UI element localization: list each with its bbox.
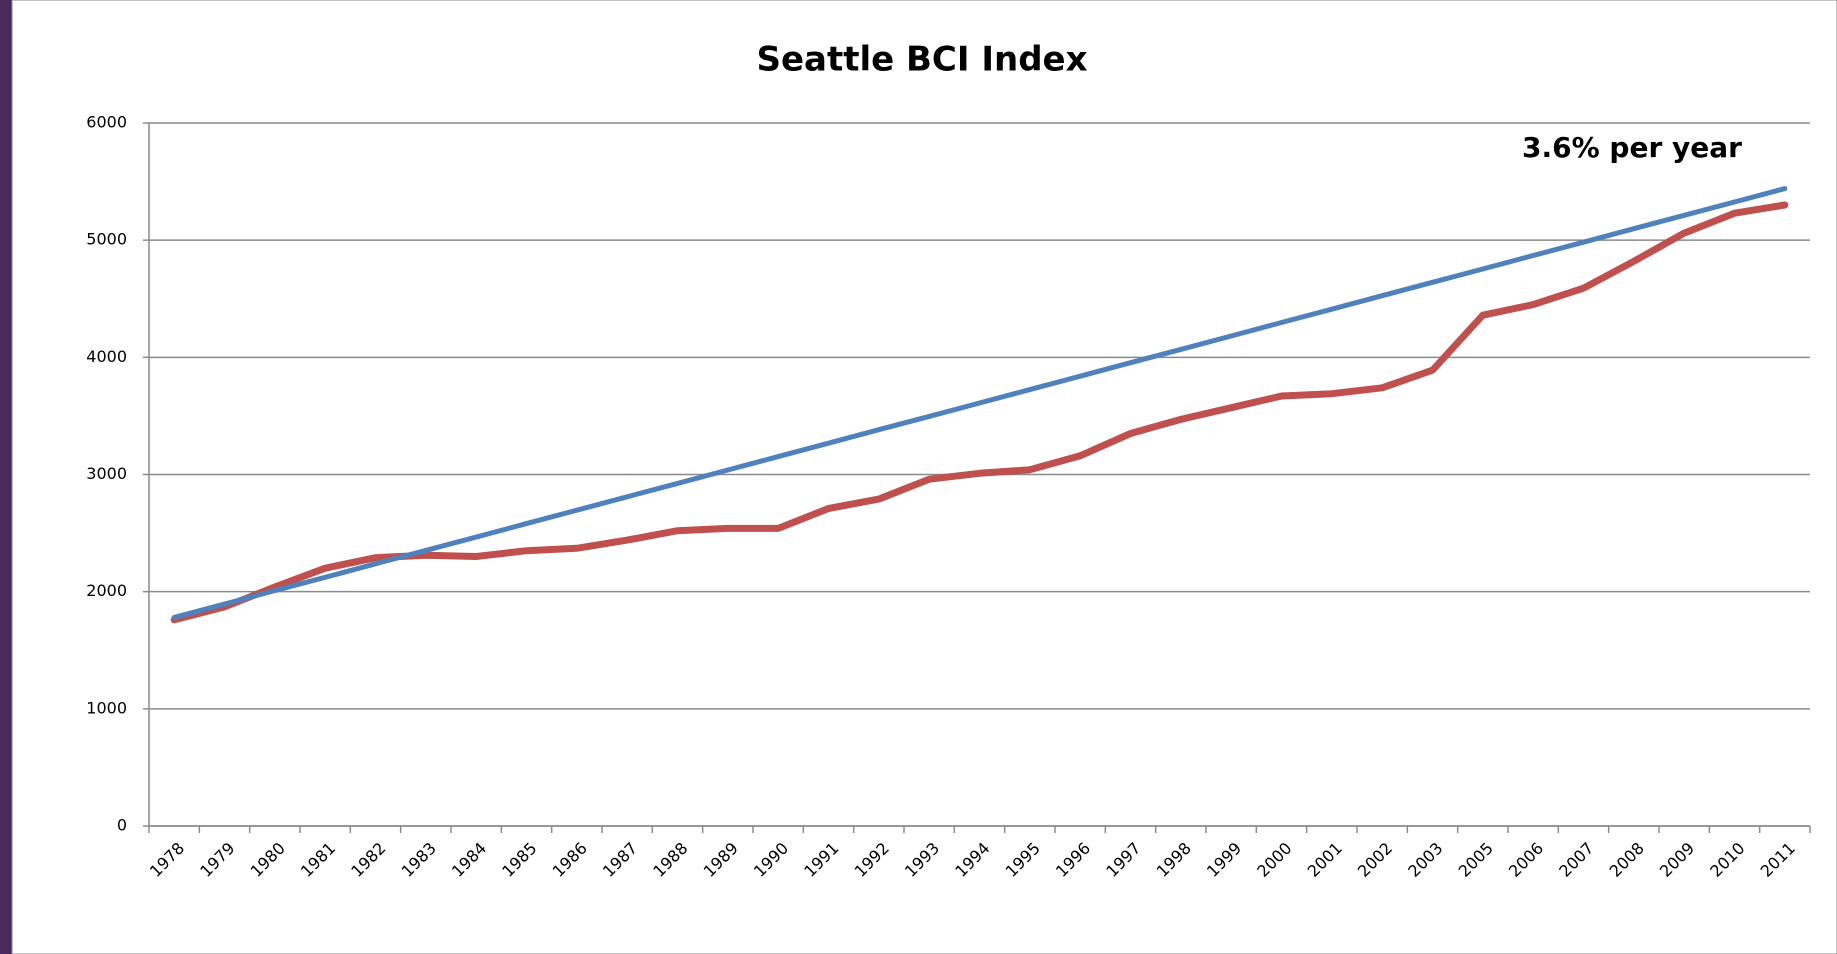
y-tick-label: 4000 xyxy=(86,347,127,366)
y-tick-label: 3000 xyxy=(86,464,127,483)
annotation: 3.6% per year xyxy=(1522,131,1742,164)
data-line xyxy=(171,186,1788,620)
y-tick-label: 1000 xyxy=(86,698,127,717)
y-tick-label: 5000 xyxy=(86,230,127,249)
data-line xyxy=(170,201,1789,624)
chart-background xyxy=(11,0,1837,954)
y-tick-label: 0 xyxy=(117,816,127,835)
y-tick-label: 2000 xyxy=(86,581,127,600)
y-tick-label: 6000 xyxy=(86,113,127,132)
chart-title: Seattle BCI Index xyxy=(756,40,1087,80)
